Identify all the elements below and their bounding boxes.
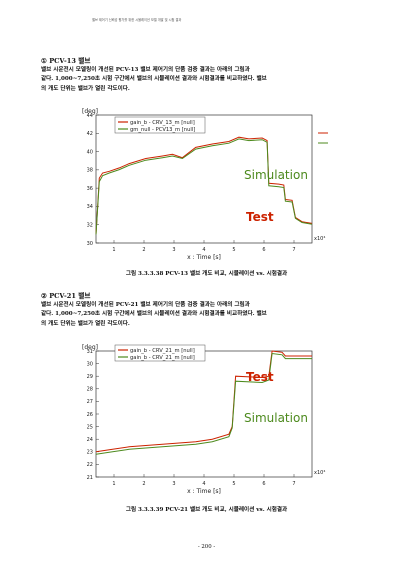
x-tick-label: 6 <box>262 481 265 487</box>
y-tick-label: 27 <box>87 399 93 405</box>
legend-box <box>114 116 206 134</box>
x-tick-label: 5 <box>232 247 235 253</box>
section-heading-pcv13: ① PCV-13 밸브 <box>41 57 91 65</box>
y-tick-label: 34 <box>87 204 93 210</box>
y-tick-label: 21 <box>87 475 93 481</box>
series-line-test <box>95 350 312 453</box>
x-exponent-label: x10⁴ <box>314 470 325 476</box>
x-exponent-label: x10⁴ <box>314 236 325 242</box>
y-tick-label: 28 <box>87 387 93 393</box>
x-axis-label: x : Time [s] <box>187 254 221 261</box>
x-tick-label: 4 <box>202 481 205 487</box>
x-tick-label: 3 <box>172 481 175 487</box>
x-tick-label: 1 <box>112 481 115 487</box>
annotation-test: Test <box>246 210 274 224</box>
annotation-test: Test <box>246 370 274 384</box>
series-line-simulation <box>95 352 312 455</box>
y-tick-label: 42 <box>87 131 93 137</box>
paragraph-line: 같다. 1,000~7,250초 시험 구간에서 밸브의 시뮬레이션 결과와 시… <box>41 311 267 318</box>
paragraph-line: 밸브 시운전시 모델링이 개선된 PCV-21 밸브 제어기의 단품 검증 결과… <box>41 302 250 308</box>
x-tick-label: 6 <box>262 247 265 253</box>
paragraph-line: 밸브 시운전시 모델링이 개선된 PCV-13 밸브 제어기의 단품 검증 결과… <box>41 67 250 73</box>
y-tick-label: 24 <box>87 437 93 443</box>
x-tick-label: 3 <box>172 247 175 253</box>
paragraph-line: 의 개도 단위는 밸브가 열린 각도이다. <box>41 320 130 327</box>
y-axis-label: [deg] <box>82 344 98 351</box>
figure-caption-pcv13: 그림 3.3.3.38 PCV-13 밸브 개도 비교, 시뮬레이션 vs. 시… <box>125 271 288 277</box>
figure-caption-pcv21: 그림 3.3.3.39 PCV-21 밸브 개도 비교, 시뮬레이션 vs. 시… <box>125 507 288 513</box>
section-paragraph-pcv13: 밸브 시운전시 모델링이 개선된 PCV-13 밸브 제어기의 단품 검증 결과… <box>41 66 373 94</box>
series-line-simulation <box>95 138 313 235</box>
running-header: 밸브 제어기 신뢰성 평가를 위한 시뮬레이션 모델 개발 및 시험 결과 <box>92 18 182 22</box>
x-tick-label: 2 <box>142 481 145 487</box>
series-line-test <box>95 136 313 235</box>
y-tick-label: 40 <box>87 149 93 155</box>
y-tick-label: 30 <box>87 241 93 247</box>
annotation-simulation: Simulation <box>244 411 308 425</box>
x-tick-label: 1 <box>112 247 115 253</box>
x-tick-label: 7 <box>292 247 295 253</box>
y-tick-label: 23 <box>87 450 93 456</box>
y-tick-label: 44 <box>87 113 93 119</box>
legend-label: gain_b - CRV_21_m [null] <box>130 355 195 361</box>
y-axis-label: [deg] <box>82 108 98 115</box>
x-axis-label: x : Time [s] <box>187 488 221 495</box>
y-tick-label: 31 <box>87 349 93 355</box>
section-paragraph-pcv21: 밸브 시운전시 모델링이 개선된 PCV-21 밸브 제어기의 단품 검증 결과… <box>41 301 373 329</box>
y-tick-label: 32 <box>87 223 93 229</box>
x-tick-label: 2 <box>142 247 145 253</box>
y-tick-label: 22 <box>87 462 93 468</box>
y-tick-label: 26 <box>87 412 93 418</box>
x-tick-label: 5 <box>232 481 235 487</box>
y-tick-label: 38 <box>87 168 93 174</box>
page-number: - 200 - <box>197 544 216 550</box>
paragraph-line: 의 개도 단위는 밸브가 열린 각도이다. <box>41 85 130 92</box>
y-tick-label: 25 <box>87 424 93 430</box>
x-tick-label: 7 <box>292 481 295 487</box>
y-tick-label: 30 <box>87 361 93 367</box>
legend-label: gain_b - CRV_13_m [null] <box>130 120 195 126</box>
y-tick-label: 36 <box>87 186 93 192</box>
section-heading-pcv21: ② PCV-21 밸브 <box>41 292 91 300</box>
y-tick-label: 29 <box>87 374 93 380</box>
legend-box <box>114 344 206 362</box>
paragraph-line: 같다. 1,000~7,250초 시험 구간에서 밸브의 시뮬레이션 결과와 시… <box>41 76 267 83</box>
x-tick-label: 4 <box>202 247 205 253</box>
legend-label: gain_b - CRV_21_m [null] <box>130 348 195 354</box>
legend-label: gm_null - PCV13_m [null] <box>130 127 195 133</box>
annotation-simulation: Simulation <box>244 168 308 182</box>
